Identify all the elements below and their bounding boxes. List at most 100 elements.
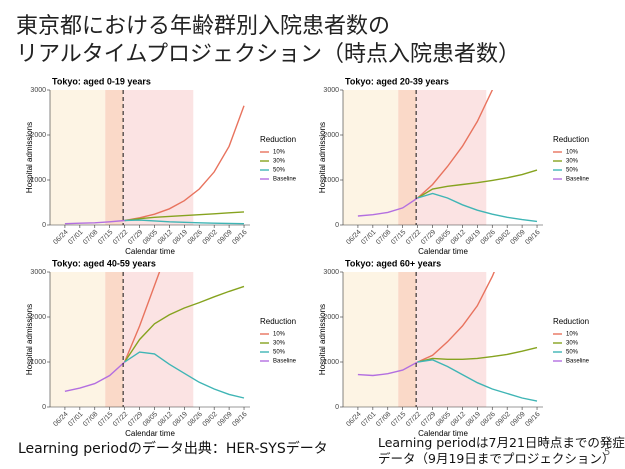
legend-label: 10% bbox=[566, 332, 579, 338]
x-tick-label: 07/08 bbox=[375, 411, 392, 428]
x-tick-label: 08/26 bbox=[187, 229, 204, 246]
data-line bbox=[64, 361, 126, 392]
plot-lines bbox=[357, 272, 538, 402]
x-tick-label: 07/15 bbox=[97, 411, 114, 428]
footnote: Learning periodは7月21日時点までの発症者 bbox=[378, 435, 625, 450]
x-tick-label: 08/05 bbox=[435, 411, 452, 428]
period-shade bbox=[343, 90, 399, 225]
x-tick-label: 08/12 bbox=[450, 229, 467, 246]
x-tick-label: 07/29 bbox=[127, 229, 144, 246]
plot-lines bbox=[64, 105, 245, 225]
data-line bbox=[124, 285, 245, 363]
x-tick-label: 09/09 bbox=[216, 229, 233, 246]
x-axis-label: Calendar time bbox=[418, 429, 468, 438]
legend-title: Reduction bbox=[553, 317, 589, 326]
plot-lines bbox=[357, 90, 538, 223]
data-line bbox=[417, 359, 538, 402]
y-tick-label: 1000 bbox=[323, 359, 339, 366]
x-tick-label: 07/08 bbox=[375, 229, 392, 246]
legend-label: 30% bbox=[566, 341, 579, 347]
y-tick-label: 1000 bbox=[323, 177, 339, 184]
data-line bbox=[124, 211, 245, 222]
x-tick-label: 09/09 bbox=[509, 229, 526, 246]
slide-title: 東京都における年齢群別入院患者数の bbox=[16, 14, 391, 39]
legend-label: 30% bbox=[566, 159, 579, 165]
x-tick-label: 08/12 bbox=[450, 411, 467, 428]
data-line bbox=[124, 351, 245, 399]
legend-title: Reduction bbox=[260, 317, 296, 326]
x-tick-label: 09/02 bbox=[495, 229, 512, 246]
period-shade bbox=[416, 272, 487, 407]
x-tick-label: 07/01 bbox=[360, 229, 377, 246]
data-line bbox=[417, 192, 538, 223]
y-tick-label: 0 bbox=[335, 222, 339, 229]
data-line bbox=[64, 219, 125, 225]
data-line bbox=[417, 90, 494, 199]
x-tick-label: 08/05 bbox=[435, 229, 452, 246]
x-tick-label: 08/19 bbox=[465, 229, 482, 246]
legend-label: 50% bbox=[273, 350, 286, 356]
legend-label: 10% bbox=[566, 150, 579, 156]
data-line bbox=[417, 169, 538, 199]
x-tick-label: 07/15 bbox=[390, 411, 407, 428]
data-line bbox=[357, 197, 418, 217]
data-line bbox=[357, 361, 418, 377]
y-tick-label: 1000 bbox=[30, 177, 46, 184]
x-tick-label: 07/08 bbox=[82, 411, 99, 428]
y-tick-label: 3000 bbox=[323, 269, 339, 276]
period-shade bbox=[105, 90, 124, 225]
x-tick-label: 09/09 bbox=[509, 411, 526, 428]
footnote: データ（9月19日までプロジェクション） bbox=[378, 451, 615, 466]
x-tick-label: 06/24 bbox=[345, 411, 362, 428]
x-axis-label: Calendar time bbox=[125, 247, 175, 256]
period-shade bbox=[398, 90, 417, 225]
x-tick-label: 08/12 bbox=[157, 411, 174, 428]
y-tick-label: 2000 bbox=[323, 132, 339, 139]
y-tick-label: 0 bbox=[42, 222, 46, 229]
x-tick-label: 08/26 bbox=[187, 411, 204, 428]
y-tick-label: 2000 bbox=[30, 132, 46, 139]
x-tick-label: 07/08 bbox=[82, 229, 99, 246]
x-axis-label: Calendar time bbox=[125, 429, 175, 438]
x-tick-label: 09/09 bbox=[216, 411, 233, 428]
period-shade bbox=[50, 272, 106, 407]
y-axis-label: Hospital admissions bbox=[318, 122, 327, 193]
x-tick-label: 07/22 bbox=[405, 229, 422, 246]
period-shade bbox=[123, 90, 194, 225]
y-tick-label: 2000 bbox=[323, 314, 339, 321]
x-tick-label: 09/02 bbox=[495, 411, 512, 428]
slide-title: リアルタイムプロジェクション（時点入院患者数） bbox=[16, 42, 521, 67]
period-shade bbox=[123, 272, 194, 407]
x-tick-label: 07/15 bbox=[97, 229, 114, 246]
legend-label: Baseline bbox=[273, 177, 297, 183]
x-tick-label: 06/24 bbox=[345, 229, 362, 246]
x-tick-label: 06/24 bbox=[52, 229, 69, 246]
x-tick-label: 06/24 bbox=[52, 411, 69, 428]
legend-label: 50% bbox=[273, 168, 286, 174]
data-line bbox=[417, 272, 495, 363]
period-shade bbox=[105, 272, 124, 407]
data-line bbox=[123, 272, 161, 363]
x-tick-label: 07/01 bbox=[360, 411, 377, 428]
period-shade bbox=[343, 272, 399, 407]
x-tick-label: 08/19 bbox=[172, 411, 189, 428]
x-tick-label: 09/02 bbox=[202, 411, 219, 428]
legend-label: 50% bbox=[566, 168, 579, 174]
legend-title: Reduction bbox=[260, 135, 296, 144]
data-line bbox=[417, 346, 538, 363]
x-tick-label: 07/01 bbox=[67, 229, 84, 246]
x-tick-label: 07/22 bbox=[405, 411, 422, 428]
chart-panel: Tokyo: aged 0-19 years 0 1000 2000 3000 06/24… bbox=[25, 76, 297, 256]
y-tick-label: 1000 bbox=[30, 359, 46, 366]
y-axis-label: Hospital admissions bbox=[25, 122, 34, 193]
x-tick-label: 08/26 bbox=[480, 411, 497, 428]
x-tick-label: 07/29 bbox=[420, 411, 437, 428]
x-tick-label: 07/15 bbox=[390, 229, 407, 246]
x-tick-label: 08/12 bbox=[157, 229, 174, 246]
page-number: 5 bbox=[604, 447, 611, 458]
x-tick-label: 09/16 bbox=[524, 229, 541, 246]
x-tick-label: 09/16 bbox=[524, 411, 541, 428]
x-tick-label: 08/19 bbox=[172, 229, 189, 246]
data-line bbox=[124, 105, 245, 222]
